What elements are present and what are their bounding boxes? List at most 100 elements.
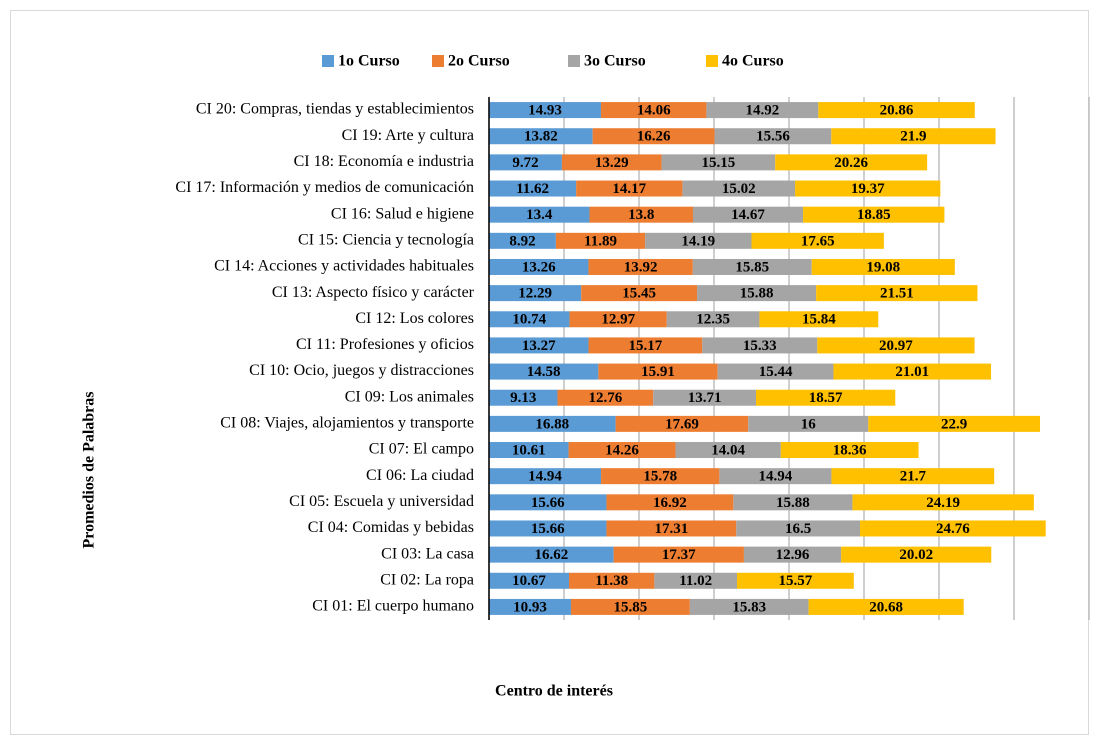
bar-segment — [489, 598, 571, 615]
legend-swatch — [706, 55, 718, 67]
bar-segment — [489, 389, 558, 406]
y-tick-label: CI 15: Ciencia y tecnología — [298, 231, 474, 248]
value-label: 18.57 — [809, 390, 843, 406]
y-tick-label: CI 10: Ocio, juegos y distracciones — [249, 362, 474, 379]
bar-segment — [489, 520, 607, 537]
value-label: 17.69 — [665, 416, 699, 432]
bar-segment — [675, 442, 781, 459]
bar-segment — [736, 520, 861, 537]
value-label: 21.9 — [900, 129, 926, 145]
bar-segment — [748, 415, 869, 432]
bar-segment — [601, 468, 720, 485]
value-label: 15.84 — [802, 312, 836, 328]
bar-segment — [759, 311, 879, 328]
y-tick-label: CI 01: El cuerpo humano — [312, 598, 474, 615]
y-tick-label: CI 02: La ropa — [380, 571, 474, 588]
bar-segment — [697, 285, 817, 302]
bar-segment — [588, 337, 703, 354]
value-label: 15.66 — [531, 521, 565, 537]
value-label: 15.91 — [641, 364, 675, 380]
bar-segment — [615, 415, 749, 432]
bar-segment — [811, 258, 955, 275]
value-label: 19.08 — [866, 259, 900, 275]
bar-segment — [489, 546, 614, 563]
y-tick-label: CI 07: El campo — [369, 441, 474, 458]
bar-segment — [557, 389, 654, 406]
bar-segment — [489, 180, 577, 197]
value-label: 15.88 — [776, 495, 810, 511]
value-label: 20.68 — [869, 599, 903, 615]
value-label: 14.19 — [681, 233, 715, 249]
y-tick-label: CI 20: Compras, tiendas y establecimient… — [196, 101, 474, 118]
value-label: 15.17 — [629, 338, 663, 354]
x-axis-title: Centro de interés — [495, 683, 613, 700]
value-label: 10.67 — [512, 573, 546, 589]
bar-segment — [682, 180, 796, 197]
value-label: 12.29 — [518, 286, 552, 302]
legend-label: 1o Curso — [338, 53, 400, 70]
y-tick-label: CI 12: Los colores — [355, 310, 474, 327]
value-label: 15.78 — [643, 469, 677, 485]
value-label: 13.29 — [595, 155, 629, 171]
value-label: 12.76 — [588, 390, 622, 406]
bar-segment — [489, 572, 570, 589]
value-label: 12.96 — [776, 547, 810, 563]
bar-segment — [576, 180, 683, 197]
y-tick-label: CI 11: Profesiones y oficios — [296, 336, 474, 353]
value-label: 13.8 — [628, 207, 654, 223]
bar-segment — [489, 311, 570, 328]
bar-segment — [489, 337, 589, 354]
value-label: 17.31 — [654, 521, 688, 537]
value-label: 14.17 — [612, 181, 646, 197]
bar-segment — [780, 442, 919, 459]
value-label: 15.44 — [759, 364, 793, 380]
value-label: 9.72 — [512, 155, 538, 171]
bar-segment — [860, 520, 1046, 537]
bar-segment — [489, 128, 593, 145]
bar-segment — [653, 389, 756, 406]
value-label: 11.38 — [595, 573, 628, 589]
value-label: 15.88 — [740, 286, 774, 302]
value-label: 13.26 — [522, 259, 556, 275]
value-label: 24.76 — [936, 521, 970, 537]
bar-segment — [693, 206, 804, 223]
bar-segment — [666, 311, 760, 328]
value-label: 15.56 — [756, 129, 790, 145]
bar-segment — [743, 546, 842, 563]
bar-segment — [808, 598, 964, 615]
legend-swatch — [568, 55, 580, 67]
y-tick-label: CI 16: Salud e higiene — [331, 205, 474, 222]
value-label: 16.62 — [534, 547, 568, 563]
value-label: 14.58 — [527, 364, 561, 380]
bar-segment — [555, 232, 646, 249]
bar-segment — [714, 128, 832, 145]
value-label: 15.15 — [702, 155, 736, 171]
bar-segment — [569, 572, 655, 589]
value-label: 21.51 — [880, 286, 914, 302]
value-label: 14.94 — [759, 469, 793, 485]
bar-segment — [775, 154, 928, 171]
legend-label: 2o Curso — [448, 53, 510, 70]
value-label: 10.93 — [513, 599, 547, 615]
y-tick-label: CI 04: Comidas y bebidas — [308, 519, 474, 536]
bar-segment — [489, 258, 589, 275]
bar-segment — [489, 468, 602, 485]
value-label: 14.26 — [605, 442, 639, 458]
bar-segment — [751, 232, 884, 249]
bar-segment — [645, 232, 752, 249]
bar-segment — [702, 337, 818, 354]
value-label: 21.7 — [900, 469, 927, 485]
bar-segment — [561, 154, 662, 171]
value-label: 24.19 — [926, 495, 960, 511]
bar-segment — [581, 285, 698, 302]
legend-swatch — [432, 55, 444, 67]
bar-segment — [737, 572, 854, 589]
value-label: 15.45 — [622, 286, 656, 302]
value-label: 13.71 — [688, 390, 722, 406]
y-tick-label: CI 06: La ciudad — [366, 467, 474, 484]
bar-segment — [816, 285, 978, 302]
value-label: 15.66 — [531, 495, 565, 511]
value-label: 10.61 — [512, 442, 546, 458]
bar-segment — [598, 363, 718, 380]
value-label: 15.57 — [779, 573, 813, 589]
